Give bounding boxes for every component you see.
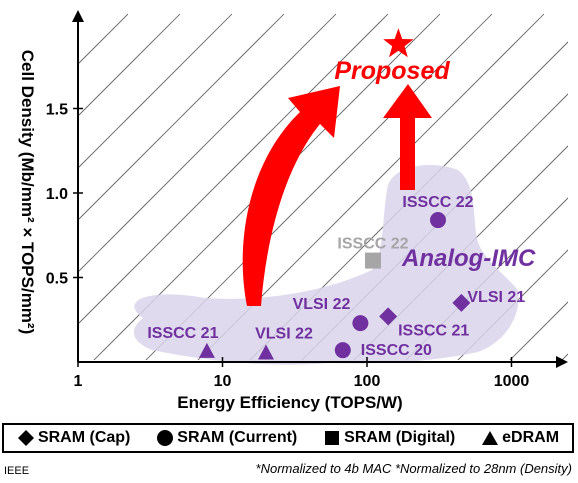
point-label: ISSCC 20 [361, 342, 432, 359]
triangle-marker [257, 344, 274, 360]
data-points: ISSCC 21 VLSI 22 ISSCC 20 VLSI 22 ISSCC 21 VL… [147, 28, 525, 360]
legend-label: SRAM (Cap) [37, 429, 131, 446]
triangle-marker [198, 342, 215, 358]
guide-line [78, 13, 389, 325]
circle-marker [352, 315, 369, 332]
point-label: ISSCC 22 [337, 236, 408, 253]
legend: SRAM (Cap) SRAM (Current) SRAM (Digital)… [2, 423, 574, 453]
legend-item-sram-digital: SRAM (Digital) [323, 429, 455, 447]
legend-label: SRAM (Current) [177, 429, 298, 446]
point-label: VLSI 22 [255, 326, 313, 343]
star-marker [383, 28, 414, 58]
legend-item-sram-current: SRAM (Current) [156, 429, 297, 447]
diamond-marker [379, 307, 398, 326]
guide-line [509, 301, 568, 360]
square-marker [364, 252, 381, 269]
axes [72, 10, 568, 368]
x-tick-label: 100 [354, 373, 381, 390]
region-label: Analog-IMC [401, 245, 536, 272]
analog-imc-region [133, 165, 519, 365]
x-tick-label: 1 [74, 373, 83, 390]
circle-icon [157, 430, 174, 446]
legend-label: SRAM (Digital) [344, 429, 456, 446]
guide-line [78, 13, 233, 169]
scatter-chart: Analog-IMC Proposed 1 10 100 1000 0.5 1.0 1.5… [18, 10, 568, 412]
y-axis-arrow [72, 10, 84, 22]
legend-item-edram: eDRAM [481, 429, 559, 447]
diamond-icon [17, 430, 34, 446]
diamond-marker [452, 293, 471, 312]
triangle-icon [482, 431, 499, 445]
guide-line [78, 13, 337, 273]
point-label: ISSCC 21 [398, 322, 469, 339]
left-arrow [242, 86, 340, 306]
y-tick-label: 1.5 [46, 102, 68, 119]
y-axis-label: Cell Density (Mb/mm² × TOPS/mm²) [18, 50, 37, 334]
circle-marker [430, 212, 447, 229]
point-label: ISSCC 22 [402, 194, 473, 211]
circle-marker [334, 342, 351, 359]
x-tick-label: 10 [214, 373, 232, 390]
legend-label: eDRAM [502, 429, 560, 446]
guide-line [78, 13, 181, 117]
square-icon [325, 431, 340, 445]
x-axis-label: Energy Efficiency (TOPS/W) [177, 393, 402, 412]
right-arrow [383, 84, 432, 190]
y-tick-label: 0.5 [46, 271, 68, 288]
proposed-label: Proposed [334, 57, 450, 85]
point-label: VLSI 22 [293, 296, 351, 313]
source-label: IEEE [4, 465, 30, 477]
footnote: *Normalized to 4b MAC *Normalized to 28n… [255, 461, 572, 476]
x-tick-label: 1000 [494, 373, 530, 390]
x-ticks: 1 10 100 1000 [74, 357, 530, 390]
y-ticks: 0.5 1.0 1.5 [46, 102, 83, 288]
point-label: ISSCC 21 [147, 325, 218, 342]
guide-line [561, 353, 568, 360]
y-tick-label: 1.0 [46, 186, 68, 203]
point-label: VLSI 21 [467, 289, 525, 306]
legend-item-sram-cap: SRAM (Cap) [17, 429, 130, 447]
guide-line [78, 13, 285, 221]
x-axis-arrow [556, 356, 568, 368]
